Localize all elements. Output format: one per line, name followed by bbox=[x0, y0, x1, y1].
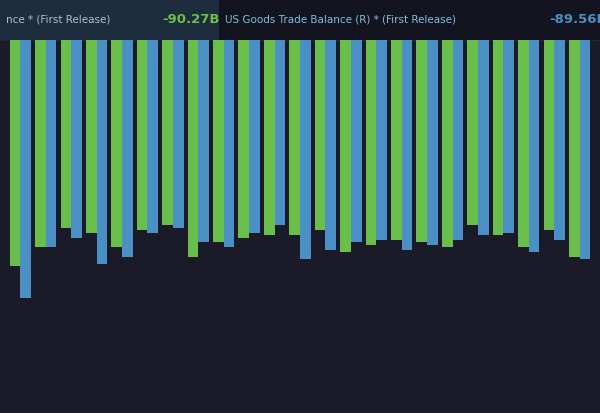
Bar bbox=[478, 41, 488, 235]
Bar bbox=[544, 41, 554, 231]
Text: -89.56B: -89.56B bbox=[549, 13, 600, 26]
Bar bbox=[188, 41, 199, 257]
Bar bbox=[416, 41, 427, 243]
Bar bbox=[580, 41, 590, 259]
Bar bbox=[249, 41, 260, 233]
Bar bbox=[340, 41, 351, 252]
Bar bbox=[20, 41, 31, 298]
Bar bbox=[467, 41, 478, 226]
Bar bbox=[71, 41, 82, 238]
Bar bbox=[391, 41, 401, 240]
Bar bbox=[554, 41, 565, 240]
Bar bbox=[569, 41, 580, 257]
Bar bbox=[529, 41, 539, 252]
Bar bbox=[122, 41, 133, 257]
Text: US Goods Trade Balance (R) * (First Release): US Goods Trade Balance (R) * (First Rele… bbox=[225, 15, 456, 25]
Bar bbox=[264, 41, 275, 235]
Bar bbox=[351, 41, 362, 243]
Bar bbox=[148, 41, 158, 233]
Bar bbox=[493, 41, 503, 235]
FancyBboxPatch shape bbox=[0, 0, 219, 41]
Bar bbox=[442, 41, 452, 247]
Bar bbox=[35, 41, 46, 247]
Bar bbox=[238, 41, 249, 238]
Bar bbox=[518, 41, 529, 247]
Bar bbox=[137, 41, 148, 231]
Bar bbox=[452, 41, 463, 240]
Text: -90.27B: -90.27B bbox=[162, 13, 220, 26]
Bar bbox=[401, 41, 412, 250]
Bar bbox=[213, 41, 224, 243]
Bar bbox=[427, 41, 438, 245]
Bar bbox=[300, 41, 311, 259]
Bar bbox=[97, 41, 107, 264]
Bar bbox=[224, 41, 235, 247]
Bar bbox=[365, 41, 376, 245]
Bar bbox=[112, 41, 122, 247]
Bar bbox=[61, 41, 71, 228]
Text: nce * (First Release): nce * (First Release) bbox=[6, 15, 110, 25]
Bar bbox=[199, 41, 209, 243]
Bar bbox=[162, 41, 173, 226]
Bar bbox=[376, 41, 387, 240]
Bar bbox=[86, 41, 97, 233]
Bar bbox=[315, 41, 325, 231]
Bar bbox=[503, 41, 514, 233]
Bar bbox=[10, 41, 20, 267]
Bar bbox=[289, 41, 300, 235]
Bar bbox=[46, 41, 56, 247]
Bar bbox=[325, 41, 336, 250]
Bar bbox=[275, 41, 285, 226]
Bar bbox=[173, 41, 184, 228]
FancyBboxPatch shape bbox=[219, 0, 600, 41]
